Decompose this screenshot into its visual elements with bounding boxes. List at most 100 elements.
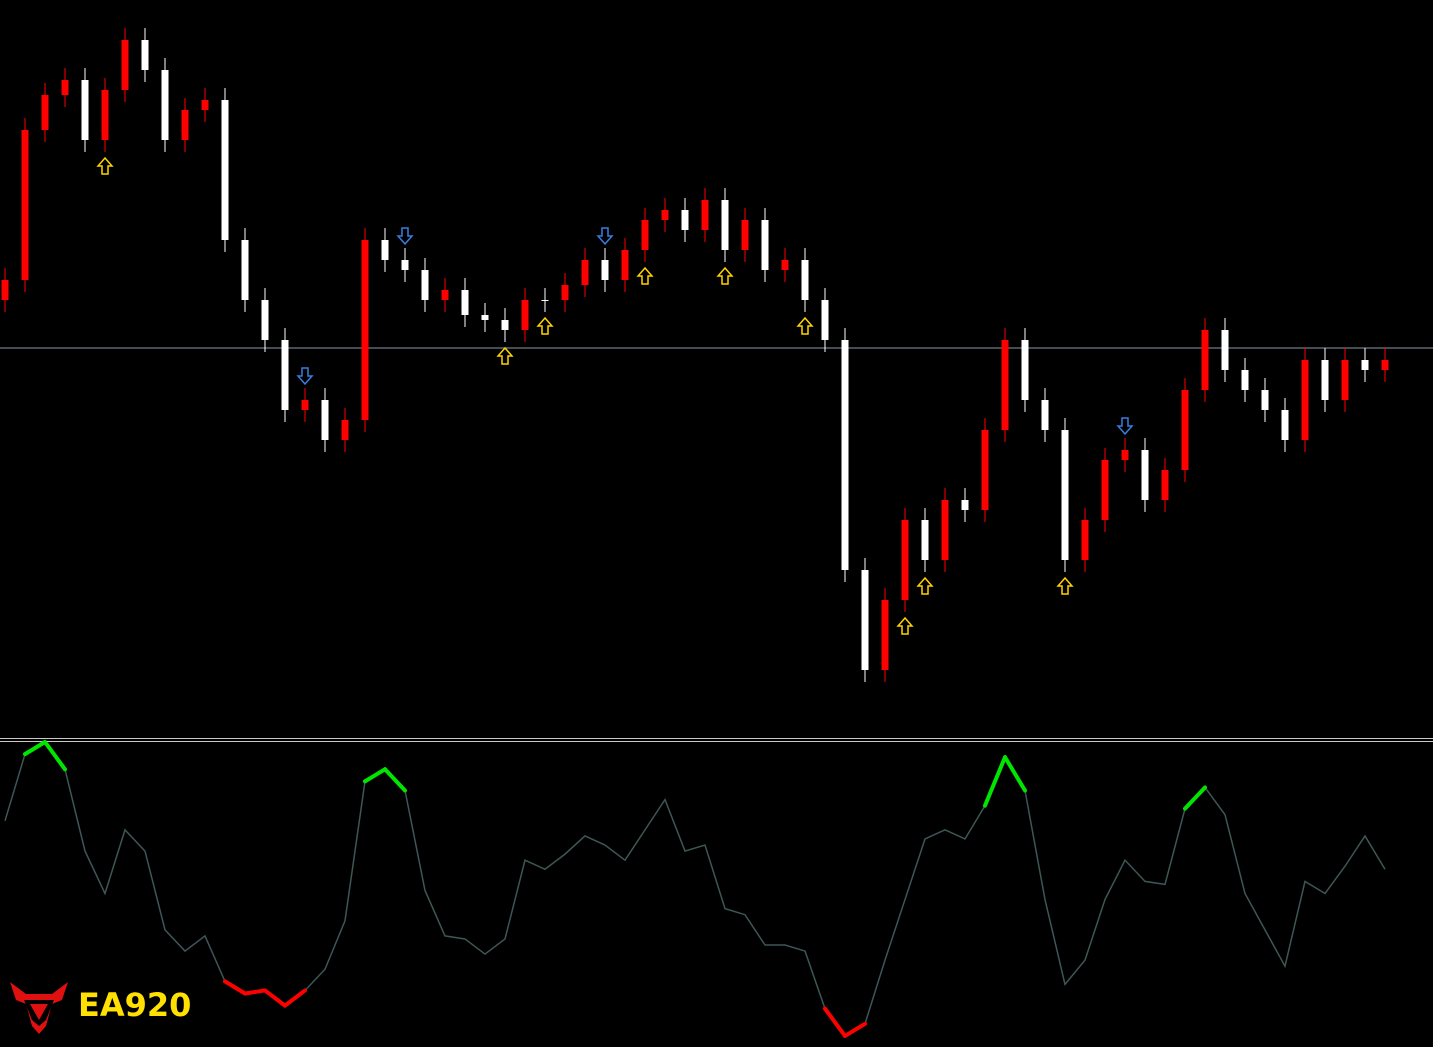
candle-body [421,270,429,300]
candle-body [1161,470,1169,500]
candle-body [801,260,809,300]
candle-body [1061,430,1069,560]
candle-body [1121,450,1129,460]
candle-body [601,260,609,280]
oversold-segment [283,988,307,1008]
candle-body [521,300,529,330]
candle-body [1041,400,1049,430]
candle-body [621,250,629,280]
candle-body [501,320,509,330]
overbought-segment [383,767,407,793]
candle-body [1141,450,1149,500]
candle-body [261,300,269,340]
candle-body [401,260,409,270]
candle-body [221,100,229,240]
oversold-segment [263,988,287,1008]
buy-arrow [536,316,554,335]
buy-arrow [1056,576,1074,595]
candle-body [1201,330,1209,390]
candle-body [981,430,989,510]
candle-body [761,220,769,270]
candle-body [861,570,869,670]
oversold-segment [823,1006,847,1038]
candle-body [821,300,829,340]
buy-arrow [96,156,114,175]
candle-body [481,315,489,320]
candle-body [461,290,469,315]
candle-body [781,260,789,270]
candle-body [561,285,569,300]
candle-body [61,80,69,95]
candle-body [1021,340,1029,400]
candle-body [921,520,929,560]
candle-body [321,400,329,440]
candle-body [381,240,389,260]
overbought-segment [983,755,1007,808]
buy-arrow [496,346,514,365]
candle-body [841,340,849,570]
logo: EA920 [10,982,191,1034]
candle-body [641,220,649,250]
candle-body [161,70,169,140]
candle-body [1101,460,1109,520]
candle-body [961,500,969,510]
overbought-segment [23,740,47,757]
candle-body [41,95,49,130]
candle-body [701,200,709,230]
logo-icon-nose [30,1004,48,1020]
oversold-segment [843,1021,867,1038]
candle-body [81,80,89,140]
overbought-segment [1003,755,1027,793]
candle-body [281,340,289,410]
candle-body [941,500,949,560]
candle-body [241,240,249,300]
candle-body [741,220,749,250]
candle-body [341,420,349,440]
candle-body [1221,330,1229,370]
candle-body [1241,370,1249,390]
candle-body [121,40,129,90]
candle-body [541,300,549,301]
candle-body [1181,390,1189,470]
candle-body [581,260,589,285]
buy-arrow [896,616,914,635]
sell-arrow [296,367,314,386]
candle-body [1381,360,1389,370]
overbought-segment [1183,785,1207,811]
candle-body [361,240,369,420]
candle-body [181,110,189,140]
oscillator-panel [4,740,1386,1038]
logo-text: EA920 [78,986,191,1024]
candle-body [661,210,669,220]
oversold-segment [243,988,267,996]
sell-arrow [396,227,414,246]
candle-body [681,210,689,230]
overbought-segment [363,767,387,784]
candle-body [721,200,729,250]
candle-body [101,90,109,140]
sell-arrow [1116,417,1134,436]
buy-arrow [796,316,814,335]
oversold-segment [223,979,247,996]
candle-body [881,600,889,670]
candle-body [1301,360,1309,440]
candle-body [21,130,29,280]
buy-arrow [916,576,934,595]
candle-body [1321,360,1329,400]
buy-arrow [636,266,654,285]
candle-body [1081,520,1089,560]
candle-body [1361,360,1369,370]
candle-body [901,520,909,600]
overbought-segment [43,740,67,772]
candle-body [1,280,9,300]
candle-body [1261,390,1269,410]
candle-body [441,290,449,300]
candle-body [1001,340,1009,430]
buy-arrow [716,266,734,285]
candle-body [1341,360,1349,400]
price-panel [0,28,1433,682]
candle-body [301,400,309,410]
